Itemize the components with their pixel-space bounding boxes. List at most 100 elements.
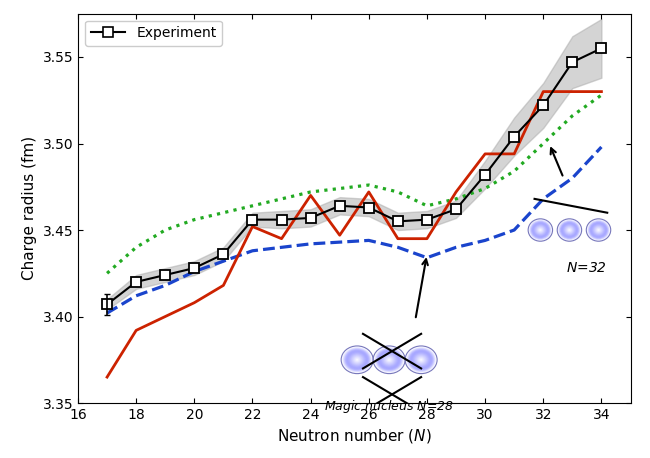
Ellipse shape <box>419 358 424 362</box>
Ellipse shape <box>408 348 435 372</box>
Line: Experiment: Experiment <box>102 44 606 309</box>
Ellipse shape <box>590 222 607 238</box>
Experiment <box>510 134 518 139</box>
Ellipse shape <box>386 357 393 363</box>
Ellipse shape <box>592 224 604 235</box>
Ellipse shape <box>406 347 436 373</box>
Ellipse shape <box>565 225 575 234</box>
Ellipse shape <box>383 354 396 365</box>
Ellipse shape <box>565 226 574 234</box>
Ellipse shape <box>536 225 545 234</box>
Ellipse shape <box>598 229 599 231</box>
Ellipse shape <box>567 228 571 232</box>
Ellipse shape <box>387 358 392 362</box>
Ellipse shape <box>408 348 434 371</box>
Ellipse shape <box>597 229 600 231</box>
Ellipse shape <box>351 354 363 365</box>
Ellipse shape <box>384 354 395 365</box>
Ellipse shape <box>348 352 366 368</box>
Ellipse shape <box>595 226 603 234</box>
Ellipse shape <box>384 355 395 365</box>
Ellipse shape <box>378 350 400 369</box>
Ellipse shape <box>345 349 369 370</box>
Ellipse shape <box>380 352 398 368</box>
Ellipse shape <box>374 347 404 373</box>
Ellipse shape <box>566 227 573 233</box>
Ellipse shape <box>532 223 549 238</box>
Ellipse shape <box>537 227 543 233</box>
Ellipse shape <box>593 225 604 235</box>
Ellipse shape <box>384 355 394 364</box>
Ellipse shape <box>420 359 423 361</box>
Ellipse shape <box>349 353 365 367</box>
Ellipse shape <box>566 226 573 234</box>
Experiment <box>365 205 372 210</box>
Ellipse shape <box>529 219 552 240</box>
Ellipse shape <box>588 221 608 240</box>
Ellipse shape <box>588 220 610 240</box>
Ellipse shape <box>534 224 547 236</box>
Ellipse shape <box>413 353 428 366</box>
Ellipse shape <box>538 228 542 232</box>
Ellipse shape <box>560 221 578 239</box>
Ellipse shape <box>567 228 572 233</box>
Ellipse shape <box>376 348 402 371</box>
Ellipse shape <box>346 350 368 369</box>
Experiment <box>248 217 256 223</box>
Ellipse shape <box>591 223 606 237</box>
Ellipse shape <box>418 357 424 363</box>
Ellipse shape <box>409 349 434 371</box>
Ellipse shape <box>352 355 362 364</box>
Ellipse shape <box>530 221 550 239</box>
Ellipse shape <box>376 349 402 371</box>
Ellipse shape <box>375 348 403 372</box>
Ellipse shape <box>592 224 605 236</box>
Ellipse shape <box>564 225 575 235</box>
Experiment <box>597 46 605 51</box>
Ellipse shape <box>532 223 548 237</box>
Ellipse shape <box>539 229 542 231</box>
Text: $N$=32: $N$=32 <box>567 261 607 275</box>
Ellipse shape <box>411 351 431 369</box>
Experiment <box>336 203 344 208</box>
Ellipse shape <box>350 353 365 366</box>
Ellipse shape <box>416 355 426 365</box>
Ellipse shape <box>589 221 608 239</box>
X-axis label: Neutron number ($N$): Neutron number ($N$) <box>277 427 432 446</box>
Ellipse shape <box>595 228 601 233</box>
Ellipse shape <box>380 351 398 368</box>
Ellipse shape <box>588 220 609 240</box>
Ellipse shape <box>587 219 610 240</box>
Ellipse shape <box>378 349 401 370</box>
Ellipse shape <box>560 221 579 239</box>
Ellipse shape <box>352 355 363 365</box>
Ellipse shape <box>387 359 391 361</box>
Ellipse shape <box>419 359 422 361</box>
Ellipse shape <box>596 228 601 232</box>
Ellipse shape <box>598 229 599 230</box>
Ellipse shape <box>597 229 600 231</box>
Ellipse shape <box>356 359 358 361</box>
Ellipse shape <box>419 358 423 362</box>
Ellipse shape <box>381 353 397 367</box>
Ellipse shape <box>558 219 581 240</box>
Ellipse shape <box>345 349 369 371</box>
Experiment <box>132 279 140 285</box>
Ellipse shape <box>343 347 372 372</box>
Ellipse shape <box>561 222 578 238</box>
Ellipse shape <box>564 225 575 235</box>
Ellipse shape <box>344 348 370 371</box>
Ellipse shape <box>343 347 372 373</box>
Ellipse shape <box>566 227 573 234</box>
Ellipse shape <box>382 353 396 366</box>
Experiment <box>540 103 547 108</box>
Ellipse shape <box>538 228 543 233</box>
Y-axis label: Charge radius (fm): Charge radius (fm) <box>22 136 37 280</box>
Ellipse shape <box>348 351 367 368</box>
Ellipse shape <box>535 225 546 235</box>
Ellipse shape <box>593 225 603 234</box>
Ellipse shape <box>410 350 432 369</box>
Ellipse shape <box>558 220 580 240</box>
Experiment <box>220 251 228 257</box>
Ellipse shape <box>347 351 367 369</box>
